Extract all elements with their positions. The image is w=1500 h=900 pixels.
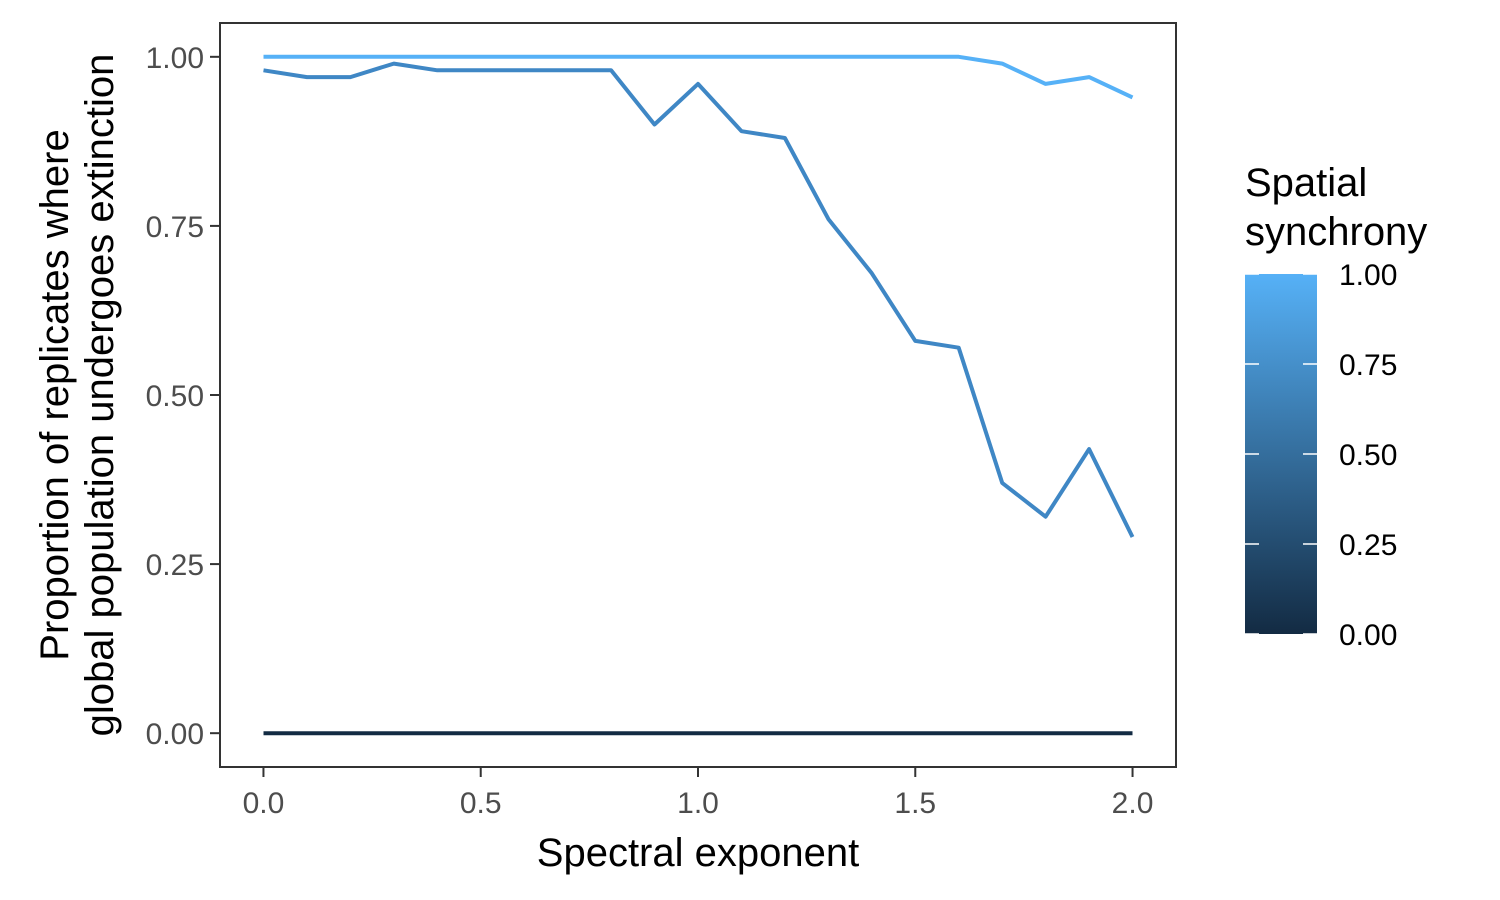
series-lines bbox=[263, 54, 1135, 736]
y-axis: 0.00 0.25 0.50 0.75 1.00 bbox=[146, 42, 220, 751]
x-axis: 0.0 0.5 1.0 1.5 2.0 bbox=[243, 767, 1154, 820]
y-tick-label: 0.25 bbox=[146, 549, 204, 582]
y-axis-title-line-1: Proportion of replicates where bbox=[33, 129, 77, 660]
x-tick-label: 1.5 bbox=[894, 787, 936, 820]
series-line-1 bbox=[263, 61, 1135, 538]
x-tick-label: 2.0 bbox=[1112, 787, 1154, 820]
x-axis-title: Spectral exponent bbox=[537, 831, 859, 875]
plot-panel-border bbox=[219, 22, 1177, 768]
x-tick-label: 1.0 bbox=[677, 787, 719, 820]
legend: Spatial synchrony 0.00 0.25 0.50 0.75 1.00 bbox=[1245, 161, 1427, 652]
y-tick-label: 0.00 bbox=[146, 718, 204, 751]
x-tick-label: 0.5 bbox=[460, 787, 502, 820]
y-axis-title-line-2: global population undergoes extinction bbox=[78, 54, 122, 737]
y-axis-title: Proportion of replicates where global po… bbox=[33, 54, 122, 737]
legend-title-line-2: synchrony bbox=[1245, 210, 1427, 254]
colorbar-label: 0.00 bbox=[1339, 619, 1397, 652]
x-tick-label: 0.0 bbox=[243, 787, 285, 820]
legend-title-line-1: Spatial bbox=[1245, 161, 1367, 205]
y-tick-label: 0.50 bbox=[146, 380, 204, 413]
y-tick-label: 0.75 bbox=[146, 211, 204, 244]
series-line-0 bbox=[263, 54, 1134, 100]
y-tick-label: 1.00 bbox=[146, 42, 204, 75]
colorbar-label: 0.50 bbox=[1339, 439, 1397, 472]
colorbar-label: 0.75 bbox=[1339, 349, 1397, 382]
colorbar-label: 1.00 bbox=[1339, 259, 1397, 292]
colorbar-label: 0.25 bbox=[1339, 529, 1397, 562]
colorbar-ticks: 0.00 0.25 0.50 0.75 1.00 bbox=[1245, 259, 1397, 652]
